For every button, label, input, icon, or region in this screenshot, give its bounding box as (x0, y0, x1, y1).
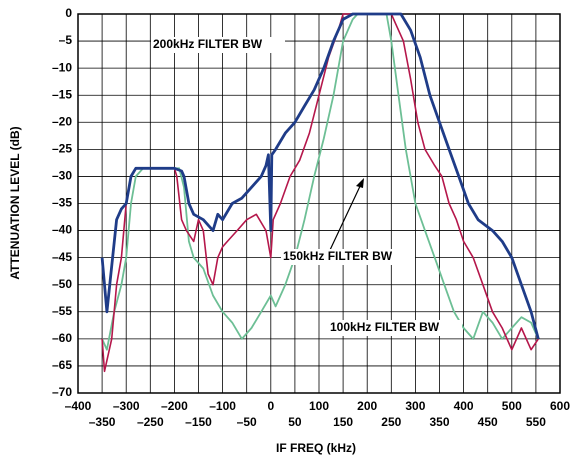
series-label: 200kHz FILTER BW (153, 37, 263, 51)
y-tick-label: –55 (52, 304, 72, 318)
y-tick-label: –65 (52, 358, 72, 372)
x-tick-label: 50 (288, 415, 302, 429)
x-axis-label: IF FREQ (kHz) (276, 441, 356, 455)
y-tick-label: –25 (52, 142, 72, 156)
y-axis-label: ATTENUATION LEVEL (dB) (8, 126, 22, 279)
plot-frame (77, 13, 561, 394)
x-tick-label: 200 (357, 399, 377, 413)
y-tick-label: 0 (65, 6, 72, 20)
annotation-arrowhead (356, 178, 364, 188)
x-tick-label: 300 (405, 399, 425, 413)
label-bg (281, 249, 415, 265)
x-tick-label: 600 (550, 399, 570, 413)
x-tick-label: –350 (89, 415, 116, 429)
y-tick-label: –30 (52, 169, 72, 183)
series-line (101, 13, 540, 351)
x-tick-label: –200 (161, 399, 188, 413)
series-line (101, 13, 539, 373)
x-tick-label: –150 (185, 415, 212, 429)
y-tick-label: –5 (59, 33, 73, 47)
x-tick-label: 500 (502, 399, 522, 413)
x-tick-label: 100 (309, 399, 329, 413)
series-label: 150kHz FILTER BW (283, 249, 393, 263)
label-bg (328, 320, 462, 336)
x-tick-label: 350 (429, 415, 449, 429)
x-tick-label: –250 (137, 415, 164, 429)
y-tick-label: –70 (52, 385, 72, 399)
y-tick-label: –45 (52, 250, 72, 264)
x-tick-label: 150 (333, 415, 353, 429)
y-tick-label: –40 (52, 223, 72, 237)
annotation-arrow (329, 181, 363, 251)
y-tick-label: –20 (52, 114, 72, 128)
series-label: 100kHz FILTER BW (330, 320, 440, 334)
y-tick-label: –10 (52, 60, 72, 74)
y-tick-label: –15 (52, 87, 72, 101)
x-tick-label: –300 (113, 399, 140, 413)
y-tick-label: –35 (52, 196, 72, 210)
x-tick-label: –50 (237, 415, 257, 429)
label-bg (151, 37, 285, 53)
y-tick-label: –50 (52, 277, 72, 291)
x-tick-label: 550 (526, 415, 546, 429)
x-tick-label: 0 (267, 399, 274, 413)
y-tick-label: –60 (52, 331, 72, 345)
x-tick-label: –100 (209, 399, 236, 413)
x-tick-label: 400 (454, 399, 474, 413)
x-tick-label: 450 (478, 415, 498, 429)
x-tick-label: –400 (65, 399, 92, 413)
series-line (100, 12, 540, 340)
x-tick-label: 250 (381, 415, 401, 429)
